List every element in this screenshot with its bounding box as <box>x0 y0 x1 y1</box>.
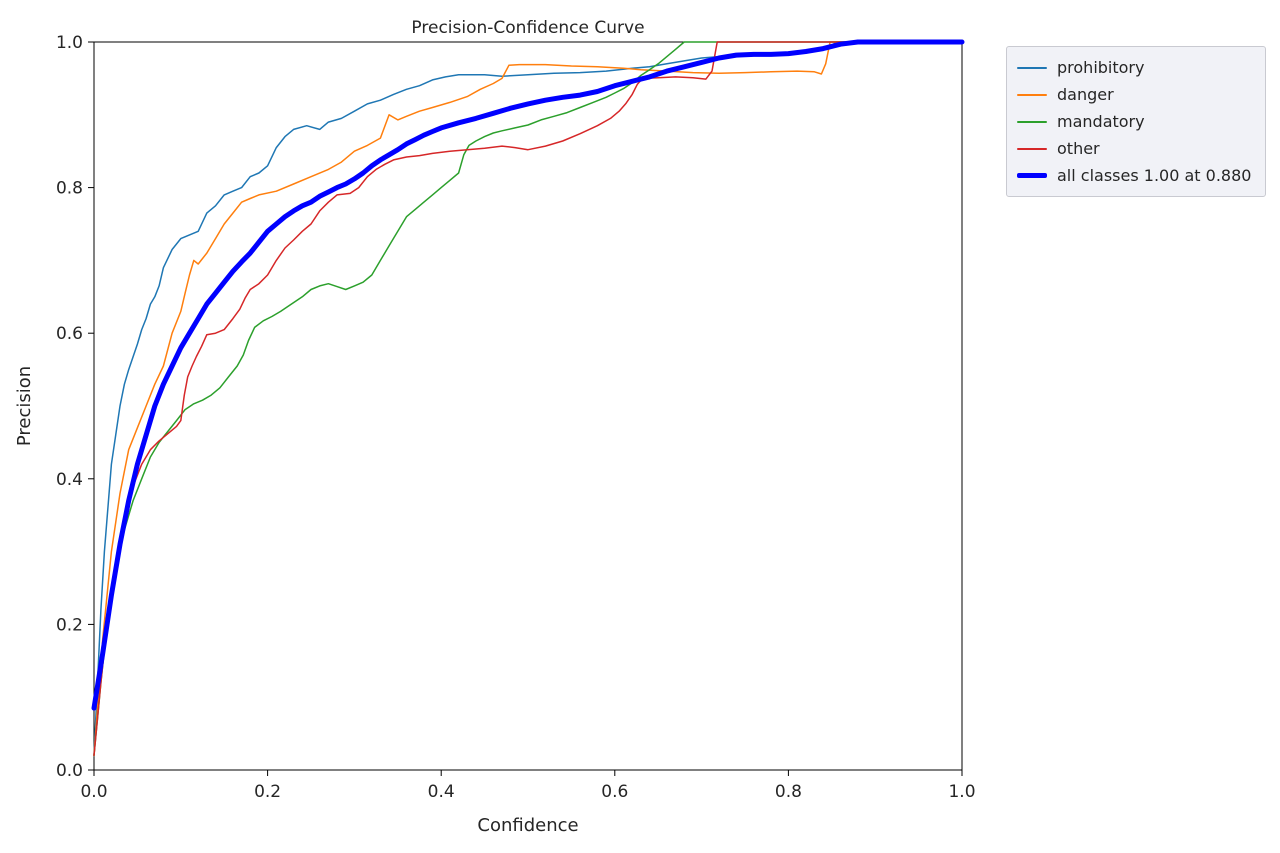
series-danger <box>93 41 963 757</box>
legend-item-prohibitory: prohibitory <box>1017 54 1251 81</box>
legend-label: all classes 1.00 at 0.880 <box>1057 166 1252 185</box>
series-all-classes <box>91 39 965 711</box>
legend-item-other: other <box>1017 135 1251 162</box>
y-tick-label: 0.2 <box>56 615 83 635</box>
legend-swatch-other <box>1017 147 1047 150</box>
legend-swatch-all-classes <box>1017 173 1047 178</box>
legend-label: mandatory <box>1057 112 1145 131</box>
legend-swatch-prohibitory <box>1017 66 1047 69</box>
x-tick-label: 0.6 <box>601 782 628 802</box>
x-tick-label: 0.2 <box>254 782 281 802</box>
legend-label: other <box>1057 139 1100 158</box>
x-tick-label: 1.0 <box>948 782 975 802</box>
series-prohibitory <box>93 41 963 757</box>
legend-label: danger <box>1057 85 1114 104</box>
legend-swatch-mandatory <box>1017 120 1047 123</box>
x-tick-label: 0.4 <box>428 782 455 802</box>
plot-area: 0.0 0.2 0.4 0.6 0.8 1.0 0.0 0.2 0.4 0.6 0.8 1.0 <box>56 33 976 802</box>
x-axis-label: Confidence <box>477 815 578 836</box>
x-tick-label: 0.8 <box>775 782 802 802</box>
legend-item-danger: danger <box>1017 81 1251 108</box>
plot-frame <box>93 41 963 771</box>
y-tick-label: 1.0 <box>56 33 83 53</box>
chart-title: Precision-Confidence Curve <box>411 18 644 38</box>
y-tick-label: 0.8 <box>56 179 83 199</box>
y-tick-label: 0.4 <box>56 470 83 490</box>
series-mandatory <box>93 41 963 757</box>
legend-label: prohibitory <box>1057 58 1145 77</box>
legend-item-mandatory: mandatory <box>1017 108 1251 135</box>
series-other <box>93 41 963 757</box>
y-axis-label: Precision <box>14 366 35 446</box>
y-tick-label: 0.0 <box>56 761 83 781</box>
legend: prohibitory danger mandatory other all class… <box>1006 46 1267 197</box>
y-tick-label: 0.6 <box>56 324 83 344</box>
legend-swatch-danger <box>1017 93 1047 96</box>
legend-item-all-classes: all classes 1.00 at 0.880 <box>1017 162 1251 189</box>
x-tick-label: 0.0 <box>80 782 107 802</box>
